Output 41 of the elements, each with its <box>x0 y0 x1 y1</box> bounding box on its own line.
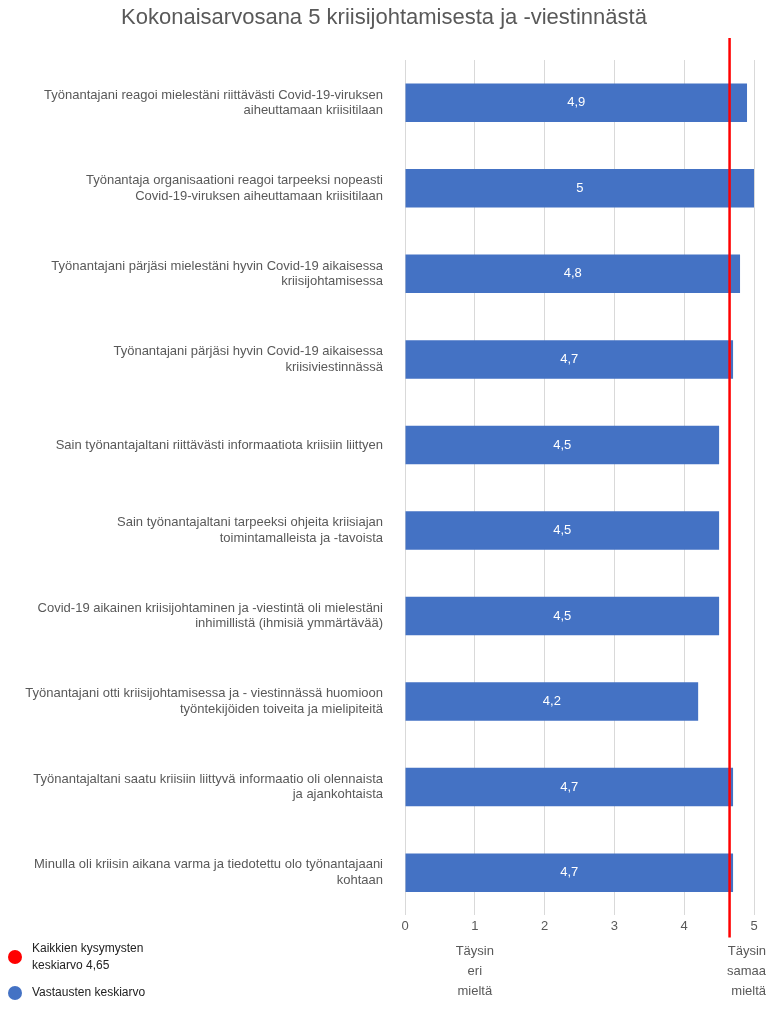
y-tick-label: Työnantajani reagoi mielestäni riittävästi Covid-19-viruksen aiheuttamaan kriisitilaan <box>44 86 383 118</box>
bar <box>405 340 734 379</box>
text: 4,7 <box>560 864 579 880</box>
y-tick-label: Työnantajaltani saatu kriisiin liittyvä informaatio oli olennaista ja ajankohtaista <box>33 770 384 802</box>
bar <box>405 767 734 807</box>
text: 4,9 <box>567 94 586 110</box>
chart-title: Kokonaisarvosana 5 kriisijohtamisesta ja -viestinnästä <box>120 4 648 30</box>
text: 4,8 <box>563 265 582 281</box>
bar <box>405 254 741 294</box>
y-tick-label: Sain työnantajaltani tarpeeksi ohjeita kriisiajan toimintamalleista ja -tavoista <box>117 514 384 545</box>
bar <box>405 169 754 208</box>
bar <box>405 425 720 465</box>
bar <box>405 853 734 892</box>
text: 4,7 <box>560 350 579 366</box>
text: 4,7 <box>560 778 579 794</box>
y-tick-label: Työnantajani pärjäsi hyvin Covid-19 aikaisessa kriisiviestinnässä <box>113 343 384 374</box>
text: 5 <box>576 179 584 195</box>
x-tick-label: 1 <box>471 917 479 933</box>
x-tick-label: 2 <box>540 917 549 933</box>
y-tick-label: Työnantajani otti kriisijohtamisessa ja - viestinnässä huomioon työntekijöiden toiveita ja mielipiteitä <box>25 685 384 716</box>
y-tick-label: Työnantaja organisaationi reagoi tarpeeksi nopeasti Covid-19-viruksen aiheuttamaan kriisitilaan <box>85 172 384 203</box>
x-tick-label: 4 <box>680 917 688 933</box>
x-tick-label: 5 <box>750 917 758 933</box>
legend-label: Kaikkien kysymysten keskiarvo 4,65 <box>32 940 145 974</box>
y-tick-label: Minulla oli kriisin aikana varma ja tiedotettu olo työnantajaani kohtaan <box>33 856 384 888</box>
y-tick-label: Työnantajani pärjäsi mielestäni hyvin Covid-19 aikaisessa kriisijohtamisessa <box>51 257 384 289</box>
bar <box>405 83 748 123</box>
bar <box>405 511 720 550</box>
legend-label: Vastausten keskiarvo <box>32 984 147 1001</box>
text: Täysin eri mieltä <box>455 943 494 999</box>
text: 4,5 <box>553 607 572 623</box>
x-tick-label: 3 <box>610 917 619 933</box>
text: 4,5 <box>553 522 572 538</box>
text: Täysin samaa mieltä <box>726 943 767 999</box>
text: 4,5 <box>553 436 572 452</box>
y-tick-label: Sain työnantajaltani riittävästi informaatiota kriisiin liittyen <box>55 436 383 452</box>
bar <box>405 682 699 721</box>
text: 4,2 <box>542 693 561 709</box>
x-tick-label: 0 <box>401 917 409 933</box>
y-tick-label: Covid-19 aikainen kriisijohtaminen ja -viestintä oli mielestäni inhimillistä (ihmisiä ymmärtävää) <box>37 599 384 631</box>
bar <box>405 596 720 636</box>
